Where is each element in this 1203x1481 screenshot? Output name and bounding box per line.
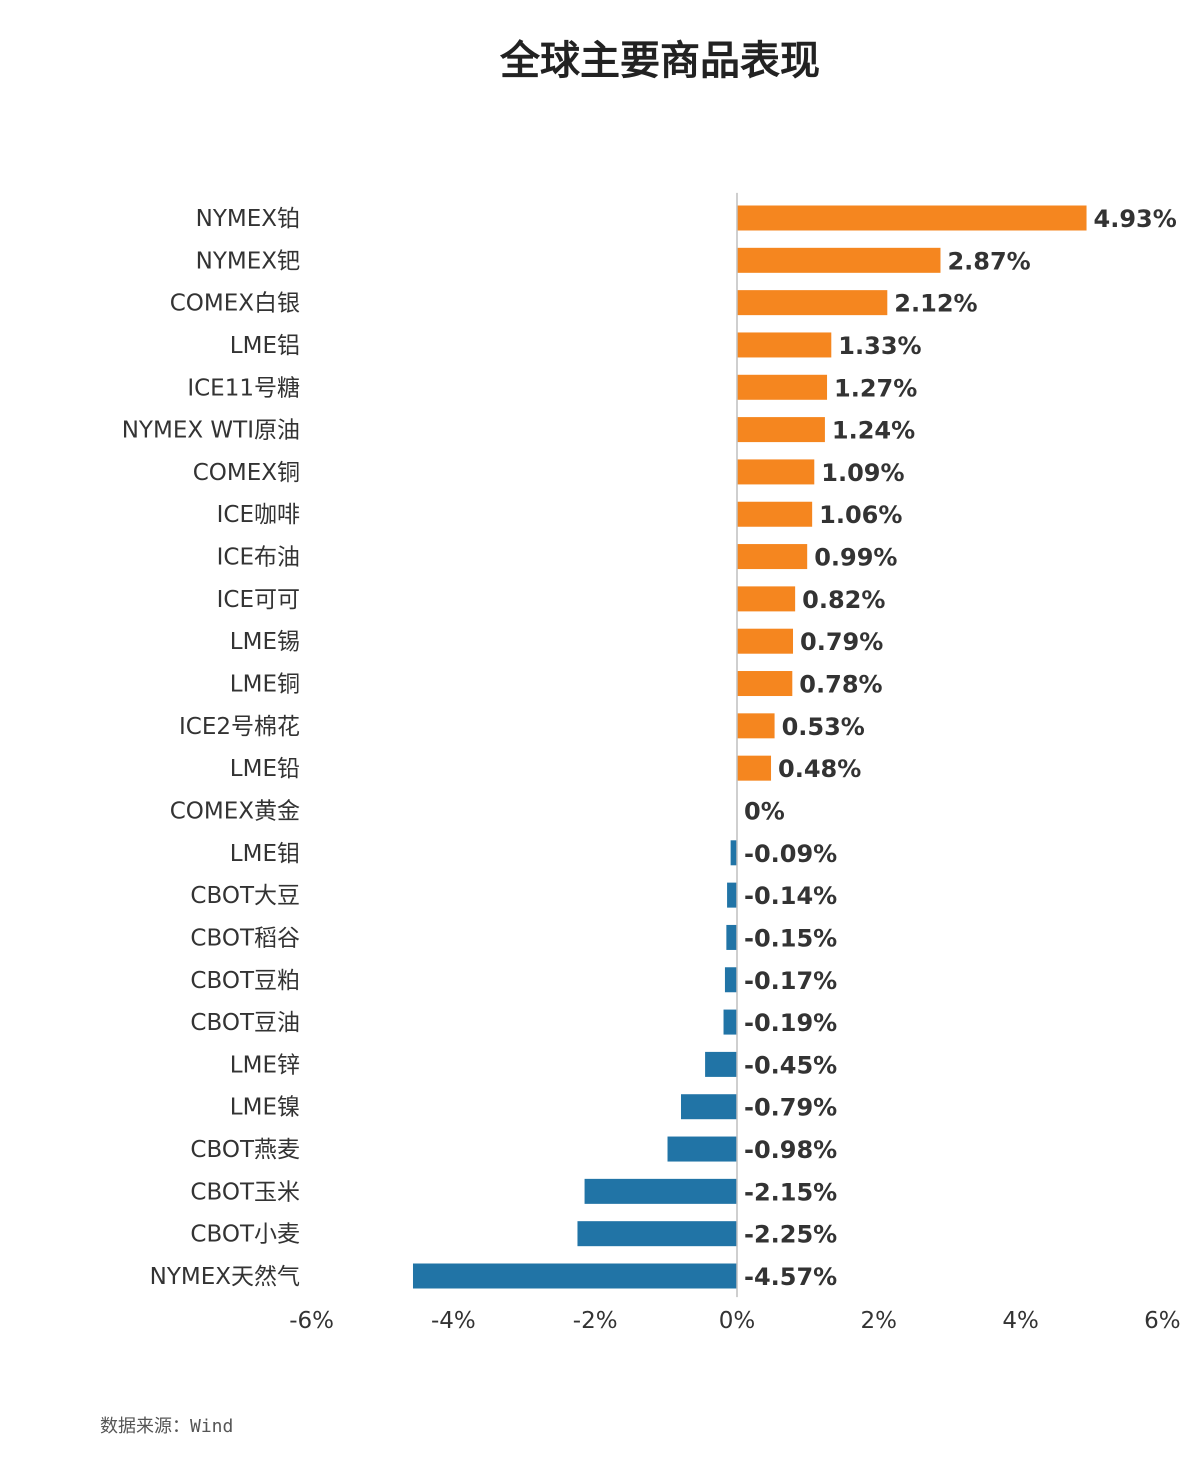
bar <box>737 290 888 316</box>
x-tick-label: -6% <box>289 1308 334 1334</box>
bar <box>737 459 815 485</box>
x-tick-label: 6% <box>1144 1308 1181 1334</box>
bar <box>412 1263 737 1289</box>
value-label: -2.25% <box>744 1221 837 1249</box>
category-label: ICE2号棉花 <box>179 714 300 740</box>
bar <box>705 1051 737 1077</box>
value-label: -4.57% <box>744 1263 837 1291</box>
category-label: LME铜 <box>230 672 300 698</box>
bar <box>577 1221 737 1247</box>
x-tick-label: 0% <box>719 1308 756 1334</box>
category-label: LME锡 <box>230 629 300 655</box>
value-label: 1.06% <box>819 501 902 529</box>
x-tick-label: -2% <box>573 1308 618 1334</box>
x-tick-label: -4% <box>431 1308 476 1334</box>
bar <box>667 1136 737 1162</box>
bar <box>737 374 828 400</box>
bar <box>737 586 796 612</box>
value-label: 0% <box>744 797 785 825</box>
value-label: 2.12% <box>894 290 977 318</box>
source-note: 数据来源：Wind <box>100 1416 234 1437</box>
bar <box>737 247 941 273</box>
value-label: -0.45% <box>744 1051 837 1079</box>
value-label: -0.19% <box>744 1009 837 1037</box>
x-tick-label: 2% <box>861 1308 898 1334</box>
category-label: NYMEX铂 <box>196 206 300 232</box>
bar <box>737 544 808 570</box>
bar <box>724 967 737 993</box>
bar <box>737 501 813 527</box>
bar <box>730 840 737 866</box>
category-label: LME锌 <box>230 1052 300 1078</box>
category-label: CBOT燕麦 <box>190 1137 300 1163</box>
value-label: -0.14% <box>744 882 837 910</box>
value-label: 0.48% <box>778 755 861 783</box>
bar <box>584 1178 737 1204</box>
value-label: 0.79% <box>800 628 883 656</box>
value-label: -0.79% <box>744 1094 837 1122</box>
category-label: NYMEX天然气 <box>150 1264 300 1290</box>
value-label: 0.82% <box>802 586 885 614</box>
bar <box>680 1094 737 1120</box>
x-tick-label: 4% <box>1002 1308 1039 1334</box>
category-label: NYMEX钯 <box>196 248 300 274</box>
bar <box>737 713 775 739</box>
bar <box>727 882 737 908</box>
value-label: 0.78% <box>799 671 882 699</box>
chart-title: 全球主要商品表现 <box>500 38 820 84</box>
value-label: -0.09% <box>744 840 837 868</box>
value-label: 2.87% <box>947 247 1030 275</box>
bar <box>737 755 772 781</box>
value-label: 0.99% <box>814 544 897 572</box>
bar <box>737 205 1087 231</box>
category-label: ICE咖啡 <box>217 502 300 528</box>
bar <box>737 332 832 358</box>
bar <box>726 924 737 950</box>
category-label: ICE布油 <box>217 545 300 571</box>
category-label: LME铅 <box>230 756 300 782</box>
value-label: -2.15% <box>744 1178 837 1206</box>
category-label: LME铝 <box>230 333 300 359</box>
category-label: ICE可可 <box>217 587 300 613</box>
value-label: -0.98% <box>744 1136 837 1164</box>
category-label: CBOT豆油 <box>190 1010 300 1036</box>
value-label: 1.33% <box>838 332 921 360</box>
category-label: COMEX黄金 <box>170 798 300 824</box>
value-label: -0.15% <box>744 924 837 952</box>
category-label: COMEX白银 <box>170 291 300 317</box>
value-label: 1.09% <box>821 459 904 487</box>
category-label: CBOT大豆 <box>190 883 300 909</box>
value-label: -0.17% <box>744 967 837 995</box>
category-label: CBOT稻谷 <box>190 925 300 951</box>
value-label: 1.24% <box>832 417 915 445</box>
category-label: COMEX铜 <box>193 460 300 486</box>
category-label: CBOT小麦 <box>190 1222 300 1248</box>
category-label: CBOT豆粕 <box>190 968 300 994</box>
bar <box>737 628 794 654</box>
category-label: LME镍 <box>230 1095 300 1121</box>
category-label: LME钼 <box>230 841 300 867</box>
category-label: CBOT玉米 <box>190 1179 300 1205</box>
category-label: NYMEX WTI原油 <box>122 418 300 444</box>
bar <box>723 1009 737 1035</box>
category-label: ICE11号糖 <box>187 375 300 401</box>
value-label: 1.27% <box>834 374 917 402</box>
value-label: 4.93% <box>1094 205 1177 233</box>
bar <box>737 671 793 697</box>
bar <box>737 417 825 443</box>
bar-chart: NYMEX铂 4.93% NYMEX钯 2.87% COMEX白银 2.12% LME铝 1.… <box>122 192 1181 1334</box>
value-label: 0.53% <box>782 713 865 741</box>
